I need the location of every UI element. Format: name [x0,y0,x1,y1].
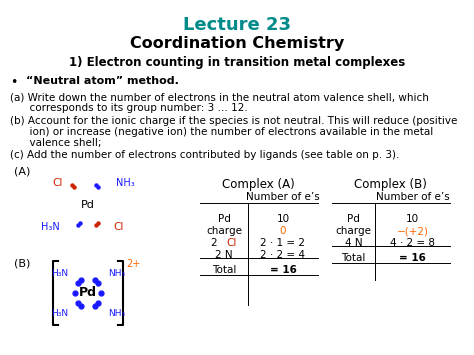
Text: Coordination Chemistry: Coordination Chemistry [130,36,344,51]
Text: •: • [10,76,18,89]
Text: Pd: Pd [347,214,360,224]
Text: 10: 10 [276,214,290,224]
Text: Cl: Cl [53,178,63,188]
Text: valence shell;: valence shell; [10,138,101,148]
Text: (B): (B) [14,258,30,268]
Text: (b) Account for the ionic charge if the species is not neutral. This will reduce: (b) Account for the ionic charge if the … [10,116,457,126]
Text: (c) Add the number of electrons contributed by ligands (see table on p. 3).: (c) Add the number of electrons contribu… [10,150,400,160]
Text: = 16: = 16 [270,265,296,275]
Text: Complex (A): Complex (A) [222,178,294,191]
Text: 2 · 2 = 4: 2 · 2 = 4 [261,250,306,260]
Text: 1) Electron counting in transition metal complexes: 1) Electron counting in transition metal… [69,56,405,69]
Text: “Neutral atom” method.: “Neutral atom” method. [26,76,179,86]
Text: Cl: Cl [226,238,237,248]
Text: Number of e’s: Number of e’s [246,192,320,202]
Text: H₃N: H₃N [51,268,68,278]
Text: NH₃: NH₃ [116,178,135,188]
Text: 10: 10 [406,214,419,224]
Text: charge: charge [336,226,372,236]
Text: ion) or increase (negative ion) the number of electrons available in the metal: ion) or increase (negative ion) the numb… [10,127,433,137]
Text: Total: Total [341,253,365,263]
Text: Complex (B): Complex (B) [354,178,427,191]
Text: Pd: Pd [81,200,95,210]
Text: charge: charge [206,226,242,236]
Text: 2+: 2+ [126,259,140,269]
Text: 4 · 2 = 8: 4 · 2 = 8 [390,238,435,248]
Text: 2: 2 [211,238,221,248]
Text: Total: Total [212,265,236,275]
Text: 0: 0 [280,226,286,236]
Text: corresponds to its group number: 3 … 12.: corresponds to its group number: 3 … 12. [10,103,248,113]
Text: H₃N: H₃N [51,308,68,317]
Text: = 16: = 16 [399,253,426,263]
Text: H₃N: H₃N [41,222,60,232]
Text: Pd: Pd [218,214,230,224]
Text: Cl: Cl [113,222,123,232]
Text: Lecture 23: Lecture 23 [183,16,291,34]
Text: NH₃: NH₃ [108,268,125,278]
Text: 2 N: 2 N [215,250,233,260]
Text: NH₃: NH₃ [108,308,125,317]
Text: −(+2): −(+2) [396,226,428,236]
Text: Number of e’s: Number of e’s [375,192,449,202]
Text: Pd: Pd [79,286,97,300]
Text: 2 · 1 = 2: 2 · 1 = 2 [261,238,306,248]
Text: (a) Write down the number of electrons in the neutral atom valence shell, which: (a) Write down the number of electrons i… [10,92,429,102]
Text: (A): (A) [14,167,30,177]
Text: 4 N: 4 N [345,238,362,248]
